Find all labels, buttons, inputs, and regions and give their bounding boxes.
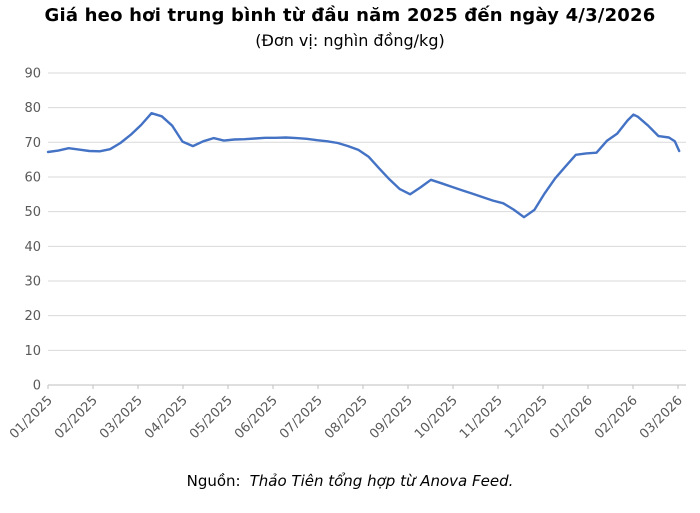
line-chart: 0 10 20 30 40 50 60 70 80 90 01/202502/202503/2025…	[7, 66, 686, 442]
x-tick-label: 11/2025	[457, 393, 506, 442]
x-tick-label: 08/2025	[322, 393, 371, 442]
x-tick-label: 12/2025	[502, 393, 551, 442]
x-tick-label: 02/2025	[52, 393, 101, 442]
source-text: Thảo Tiên tổng hợp từ Anova Feed.	[249, 472, 514, 490]
y-tick-label: 10	[24, 344, 41, 359]
y-tick-label: 70	[24, 136, 41, 151]
y-tick-label: 30	[24, 274, 41, 289]
x-tick-label: 10/2025	[412, 393, 461, 442]
x-tick-label: 06/2025	[232, 393, 281, 442]
x-tick-label: 01/2025	[7, 393, 56, 442]
y-tick-label: 50	[24, 205, 41, 220]
x-tick-label: 02/2026	[592, 393, 641, 442]
x-tick-label: 01/2026	[547, 393, 596, 442]
y-tick-label: 60	[24, 170, 41, 185]
chart-subtitle: (Đơn vị: nghìn đồng/kg)	[255, 31, 445, 50]
y-tick-label: 90	[24, 66, 41, 81]
y-tick-label: 0	[33, 379, 41, 394]
chart-title: Giá heo hơi trung bình từ đầu năm 2025 đ…	[44, 5, 656, 26]
source-label: Nguồn:	[186, 472, 241, 490]
y-tick-label: 80	[24, 101, 41, 116]
x-tick-label: 05/2025	[187, 393, 236, 442]
x-tick-label: 03/2025	[97, 393, 146, 442]
x-tick-label: 07/2025	[277, 393, 326, 442]
x-tick-label: 04/2025	[142, 393, 191, 442]
source-note: Nguồn: Thảo Tiên tổng hợp từ Anova Feed.	[0, 472, 700, 490]
y-tick-label: 40	[24, 240, 41, 255]
x-tick-label: 03/2026	[637, 393, 686, 442]
y-tick-label: 20	[24, 309, 41, 324]
price-line	[46, 112, 681, 219]
x-tick-label: 09/2025	[367, 393, 416, 442]
